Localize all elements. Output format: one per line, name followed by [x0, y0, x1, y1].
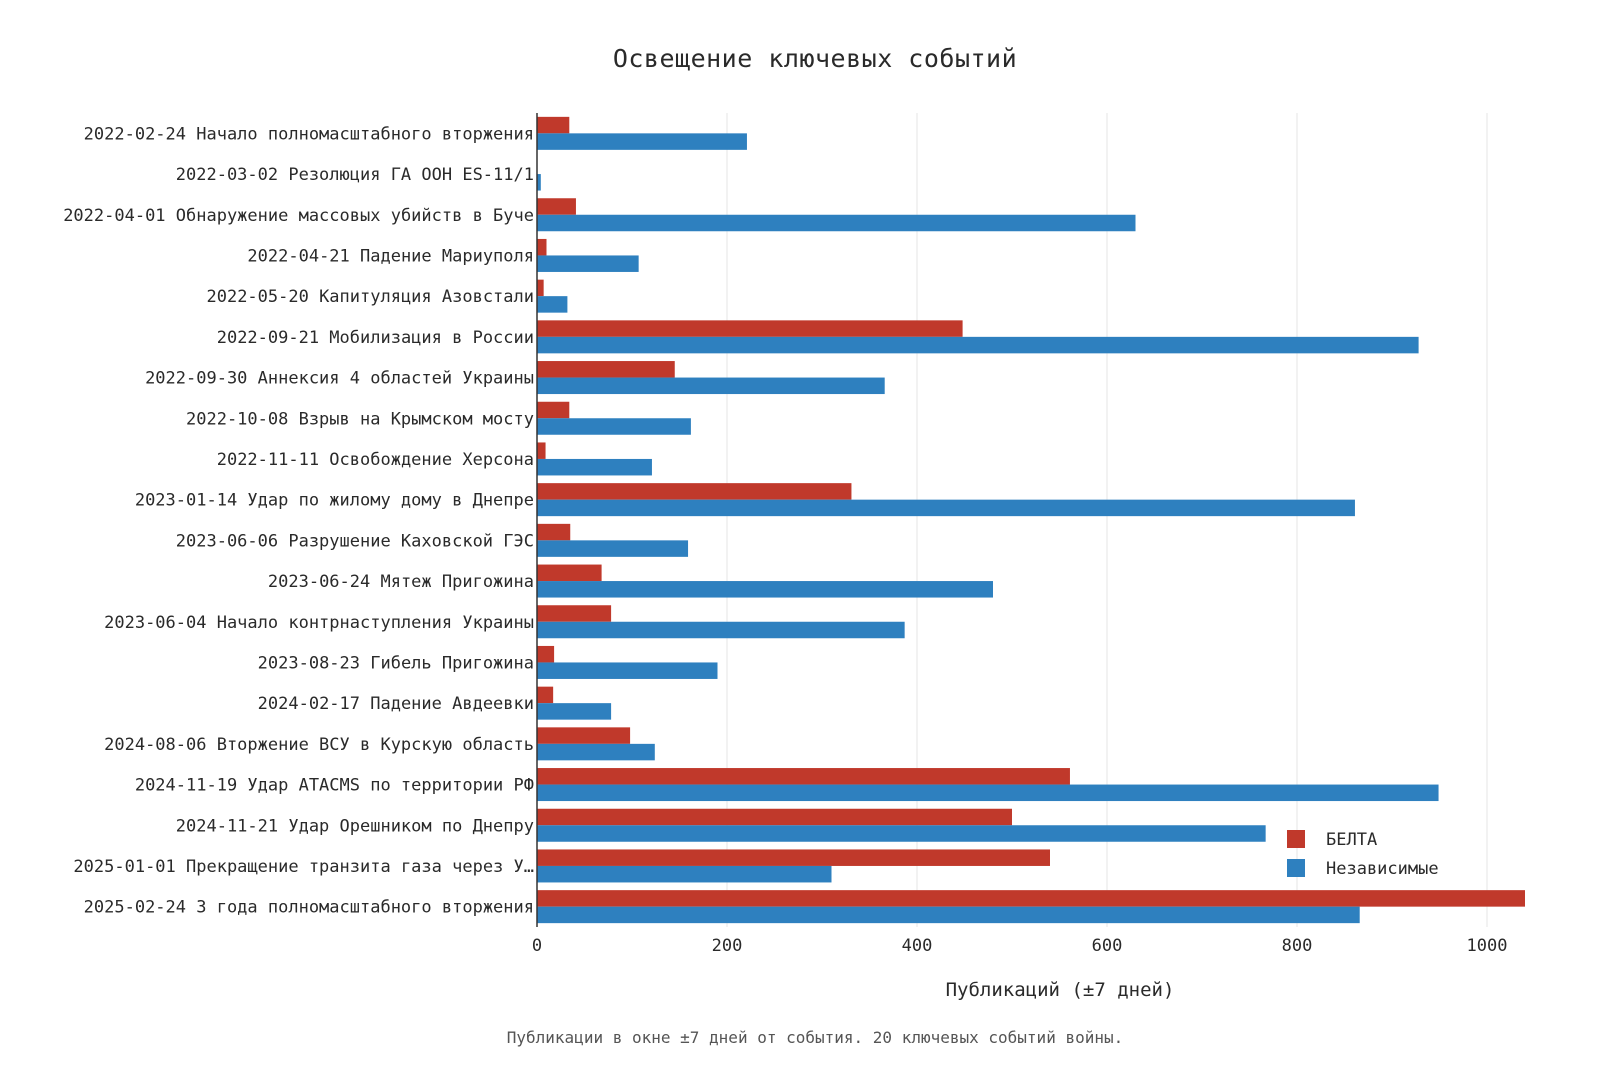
bar-independent: [537, 255, 639, 272]
bar-belta: [537, 279, 544, 297]
bar-independent: [537, 296, 568, 313]
bar-independent: [537, 133, 747, 150]
bar-independent: [537, 906, 1360, 924]
category-label: 2024-11-21 Удар Орешником по Днепру: [176, 816, 534, 836]
bar-belta: [537, 483, 852, 500]
bar-belta: [537, 564, 602, 582]
bar-independent: [537, 865, 832, 883]
category-label: 2023-08-23 Гибель Пригожина: [258, 653, 534, 673]
bar-independent: [537, 174, 541, 191]
bar-independent: [537, 499, 1355, 517]
category-label: 2022-10-08 Взрыв на Крымском мосту: [186, 409, 534, 429]
bar-independent: [537, 214, 1136, 232]
legend-swatch: [1287, 830, 1305, 848]
bar-independent: [537, 621, 905, 639]
bar-independent: [537, 581, 993, 598]
x-tick-label: 800: [1282, 936, 1313, 956]
bar-independent: [537, 418, 691, 435]
category-label: 2024-11-19 Удар ATACMS по территории РФ: [135, 776, 534, 796]
chart-title: Освещение ключевых событий: [613, 44, 1017, 73]
category-labels: 2022-02-24 Начало полномасштабного вторж…: [63, 124, 534, 917]
category-label: 2023-06-24 Мятеж Пригожина: [268, 572, 534, 592]
bar-belta: [537, 686, 554, 704]
legend-label: БЕЛТА: [1326, 830, 1377, 850]
bar-belta: [537, 523, 571, 541]
x-tick-labels: 0 200 400 600 800 1000: [532, 936, 1508, 956]
bar-belta: [537, 727, 631, 744]
category-label: 2025-01-01 Прекращение транзита газа чер…: [73, 857, 534, 877]
bar-belta: [537, 198, 576, 215]
bar-belta: [537, 768, 1070, 785]
bar-independent: [537, 458, 652, 476]
x-tick-label: 400: [902, 936, 933, 956]
category-label: 2023-06-04 Начало контрнаступления Украи…: [104, 613, 534, 633]
bar-independent: [537, 703, 612, 720]
bar-independent: [537, 743, 655, 761]
x-axis-title: Публикаций (±7 дней): [946, 979, 1175, 1001]
bar-independent: [537, 825, 1266, 842]
bar-belta: [537, 116, 570, 134]
category-label: 2022-04-01 Обнаружение массовых убийств …: [63, 206, 534, 226]
category-label: 2022-02-24 Начало полномасштабного вторж…: [84, 124, 534, 144]
legend: БЕЛТА Независимые: [1287, 830, 1439, 879]
category-label: 2025-02-24 3 года полномасштабного вторж…: [84, 898, 534, 918]
bars: [537, 116, 1525, 924]
x-tick-label: 1000: [1467, 936, 1508, 956]
bar-belta: [537, 401, 570, 419]
bar-independent: [537, 662, 718, 679]
bar-belta: [537, 361, 675, 378]
x-tick-label: 600: [1092, 936, 1123, 956]
bar-belta: [537, 645, 555, 663]
category-label: 2022-05-20 Капитуляция Азовстали: [206, 287, 534, 307]
chart-caption: Публикации в окне ±7 дней от события. 20…: [507, 1028, 1124, 1047]
category-label: 2024-08-06 Вторжение ВСУ в Курскую облас…: [104, 735, 534, 755]
bar-belta: [537, 320, 963, 337]
x-tick-label: 0: [532, 936, 542, 956]
bar-independent: [537, 377, 885, 395]
category-label: 2022-03-02 Резолюция ГА ООН ES-11/1: [176, 165, 534, 185]
category-label: 2024-02-17 Падение Авдеевки: [258, 694, 534, 714]
bar-independent: [537, 336, 1419, 354]
grid-lines: [726, 113, 1488, 927]
category-label: 2022-09-21 Мобилизация в России: [217, 328, 534, 348]
category-label: 2022-11-11 Освобождение Херсона: [217, 450, 534, 470]
x-tick-label: 200: [712, 936, 743, 956]
category-label: 2023-01-14 Удар по жилому дому в Днепре: [135, 491, 534, 511]
category-label: 2022-04-21 Падение Мариуполя: [247, 246, 534, 266]
bar-belta: [537, 849, 1050, 866]
bar-belta: [537, 442, 546, 459]
bar-independent: [537, 784, 1439, 802]
legend-swatch: [1287, 859, 1305, 877]
bar-belta: [537, 605, 612, 622]
category-label: 2023-06-06 Разрушение Каховской ГЭС: [176, 531, 534, 551]
legend-label: Независимые: [1326, 859, 1439, 879]
bar-independent: [537, 540, 689, 557]
category-label: 2022-09-30 Аннексия 4 областей Украины: [145, 369, 534, 389]
bar-belta: [537, 890, 1525, 907]
bar-belta: [537, 808, 1012, 826]
bar-belta: [537, 238, 547, 256]
